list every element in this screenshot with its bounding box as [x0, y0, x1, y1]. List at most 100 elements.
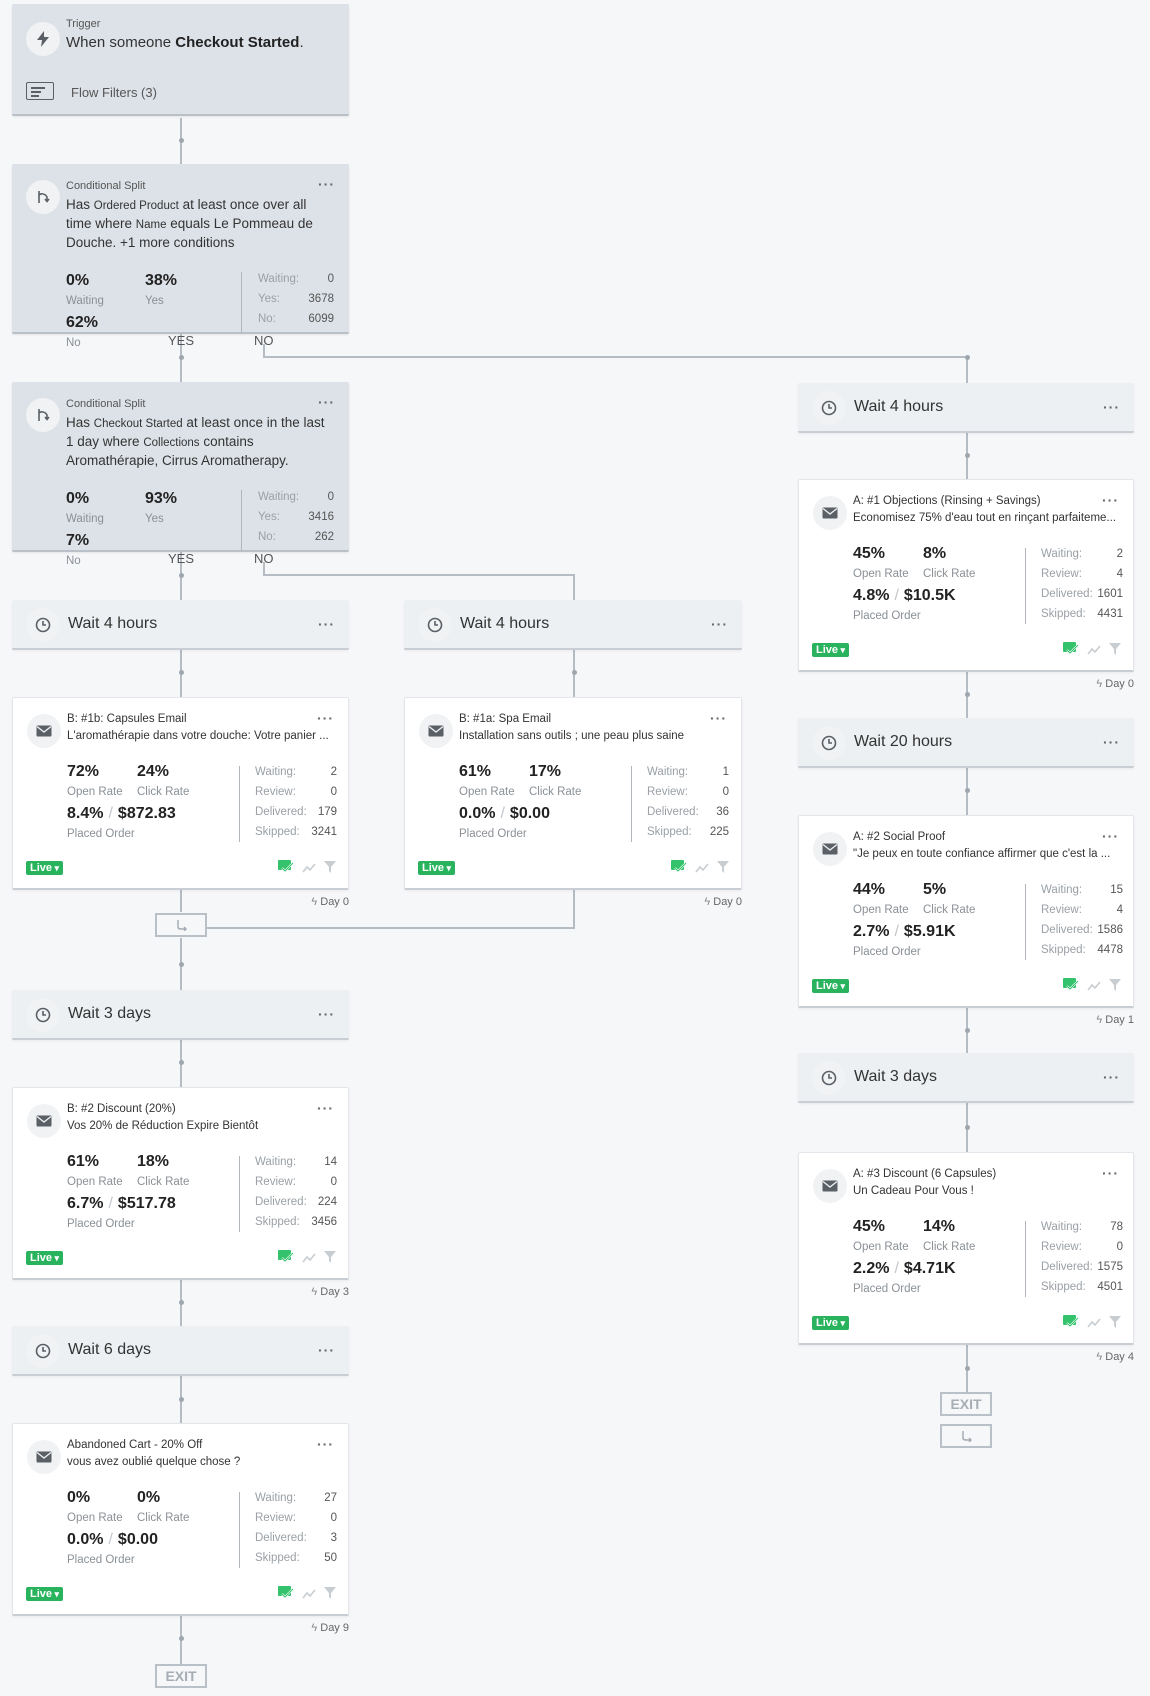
more-menu-button[interactable]: ··· [318, 1342, 335, 1358]
filter-icon[interactable] [1109, 1315, 1121, 1333]
email-title: B: #1b: Capsules Email [67, 713, 187, 725]
split-label: Conditional Split [66, 180, 146, 192]
wait-card[interactable]: Wait 6 days ··· [12, 1326, 349, 1376]
email-card[interactable]: B: #1a: Spa Email ··· Installation sans … [404, 697, 742, 890]
more-menu-button[interactable]: ··· [1103, 399, 1120, 415]
live-status-dropdown[interactable]: Live [812, 643, 850, 657]
conditional-split-1[interactable]: Conditional Split ··· Has Ordered Produc… [12, 164, 349, 334]
analytics-icon[interactable] [1087, 978, 1101, 996]
wait-card[interactable]: Wait 3 days ··· [798, 1053, 1134, 1103]
merge-node [940, 1424, 992, 1448]
email-subject: Vos 20% de Réduction Expire Bientôt [67, 1120, 259, 1132]
split-label: Conditional Split [66, 398, 146, 410]
live-status-dropdown[interactable]: Live [812, 1316, 850, 1330]
more-menu-button[interactable]: ··· [1103, 1069, 1120, 1085]
stat-review: Review: 0 [255, 1512, 337, 1524]
smart-sending-icon[interactable] [278, 859, 294, 878]
filter-icon[interactable] [324, 1250, 336, 1268]
more-menu-button[interactable]: ··· [317, 1436, 334, 1452]
analytics-icon[interactable] [302, 860, 316, 878]
stat-review: Review: 0 [647, 786, 729, 798]
live-status-dropdown[interactable]: Live [418, 861, 456, 875]
filter-icon[interactable] [324, 1586, 336, 1604]
click-rate-label: Click Rate [923, 904, 976, 916]
day-label: ϟ Day 0 [704, 896, 742, 908]
wait-card[interactable]: Wait 4 hours ··· [404, 600, 742, 650]
trigger-text: When someone Checkout Started. [66, 34, 304, 51]
live-status-dropdown[interactable]: Live [812, 979, 850, 993]
smart-sending-icon[interactable] [671, 859, 687, 878]
lightning-icon: ϟ [704, 896, 711, 908]
stat-yes: Yes: 3416 [258, 511, 334, 523]
conditional-split-2[interactable]: Conditional Split ··· Has Checkout Start… [12, 382, 349, 552]
day-label: ϟ Day 0 [311, 896, 349, 908]
more-menu-button[interactable]: ··· [1102, 492, 1119, 508]
email-card[interactable]: B: #1b: Capsules Email ··· L'aromathérap… [12, 697, 349, 890]
email-card[interactable]: A: #3 Discount (6 Capsules) ··· Un Cadea… [798, 1152, 1134, 1345]
more-menu-button[interactable]: ··· [318, 394, 335, 410]
email-subject: Economisez 75% d'eau tout en rinçant par… [853, 512, 1117, 524]
click-rate-value: 24% [137, 763, 170, 780]
stat-review: Review: 0 [255, 1176, 337, 1188]
more-menu-button[interactable]: ··· [318, 1006, 335, 1022]
smart-sending-icon[interactable] [1063, 1314, 1079, 1333]
wait-card[interactable]: Wait 3 days ··· [12, 990, 349, 1040]
analytics-icon[interactable] [302, 1586, 316, 1604]
smart-sending-icon[interactable] [1063, 977, 1079, 996]
stat-skipped: Skipped: 4478 [1041, 944, 1123, 956]
stat-skipped: Skipped: 225 [647, 826, 729, 838]
stat-no: No: 6099 [258, 313, 334, 325]
wait-card[interactable]: Wait 4 hours ··· [798, 383, 1134, 433]
email-icon [813, 832, 847, 866]
analytics-icon[interactable] [695, 860, 709, 878]
more-menu-button[interactable]: ··· [710, 710, 727, 726]
stat-waiting: Waiting: 27 [255, 1492, 337, 1504]
wait-card[interactable]: Wait 4 hours ··· [12, 600, 349, 650]
split-condition: Has Checkout Started at least once in th… [66, 415, 325, 468]
open-rate-label: Open Rate [67, 1176, 123, 1188]
smart-sending-icon[interactable] [278, 1585, 294, 1604]
more-menu-button[interactable]: ··· [317, 710, 334, 726]
email-card[interactable]: A: #1 Objections (Rinsing + Savings) ···… [798, 479, 1134, 672]
filter-icon[interactable] [717, 860, 729, 878]
click-rate-label: Click Rate [923, 568, 976, 580]
live-status-dropdown[interactable]: Live [26, 1587, 64, 1601]
more-menu-button[interactable]: ··· [318, 176, 335, 192]
email-icon [27, 714, 61, 748]
filter-icon[interactable] [1109, 978, 1121, 996]
more-menu-button[interactable]: ··· [317, 1100, 334, 1116]
more-menu-button[interactable]: ··· [1102, 1165, 1119, 1181]
clock-icon [812, 391, 846, 425]
filter-icon[interactable] [1109, 642, 1121, 660]
smart-sending-icon[interactable] [278, 1249, 294, 1268]
more-menu-button[interactable]: ··· [711, 616, 728, 632]
email-card[interactable]: B: #2 Discount (20%) ··· Vos 20% de Rédu… [12, 1087, 349, 1280]
flow-filters-link[interactable]: Flow Filters (3) [71, 85, 157, 100]
lightning-icon: ϟ [1096, 1014, 1103, 1026]
email-subject: Un Cadeau Pour Vous ! [853, 1185, 974, 1197]
placed-order-label: Placed Order [853, 946, 921, 958]
more-menu-button[interactable]: ··· [1103, 734, 1120, 750]
filter-icon[interactable] [324, 860, 336, 878]
email-card[interactable]: A: #2 Social Proof ··· "Je peux en toute… [798, 815, 1134, 1008]
smart-sending-icon[interactable] [1063, 641, 1079, 660]
live-status-dropdown[interactable]: Live [26, 1251, 64, 1265]
clock-icon [26, 1334, 60, 1368]
more-menu-button[interactable]: ··· [318, 616, 335, 632]
email-card[interactable]: Abandoned Cart - 20% Off ··· vous avez o… [12, 1423, 349, 1616]
stat-delivered: Delivered: 224 [255, 1196, 337, 1208]
trigger-card[interactable]: Trigger When someone Checkout Started. F… [12, 4, 349, 116]
click-rate-label: Click Rate [923, 1241, 976, 1253]
analytics-icon[interactable] [1087, 1315, 1101, 1333]
analytics-icon[interactable] [302, 1250, 316, 1268]
open-rate-value: 45% [853, 545, 886, 562]
wait-card[interactable]: Wait 20 hours ··· [798, 718, 1134, 768]
analytics-icon[interactable] [1087, 642, 1101, 660]
email-icon [27, 1104, 61, 1138]
open-rate-label: Open Rate [853, 904, 909, 916]
open-rate-label: Open Rate [67, 1512, 123, 1524]
more-menu-button[interactable]: ··· [1102, 828, 1119, 844]
trigger-label: Trigger [66, 18, 101, 30]
waiting-label: Waiting [66, 295, 104, 307]
live-status-dropdown[interactable]: Live [26, 861, 64, 875]
